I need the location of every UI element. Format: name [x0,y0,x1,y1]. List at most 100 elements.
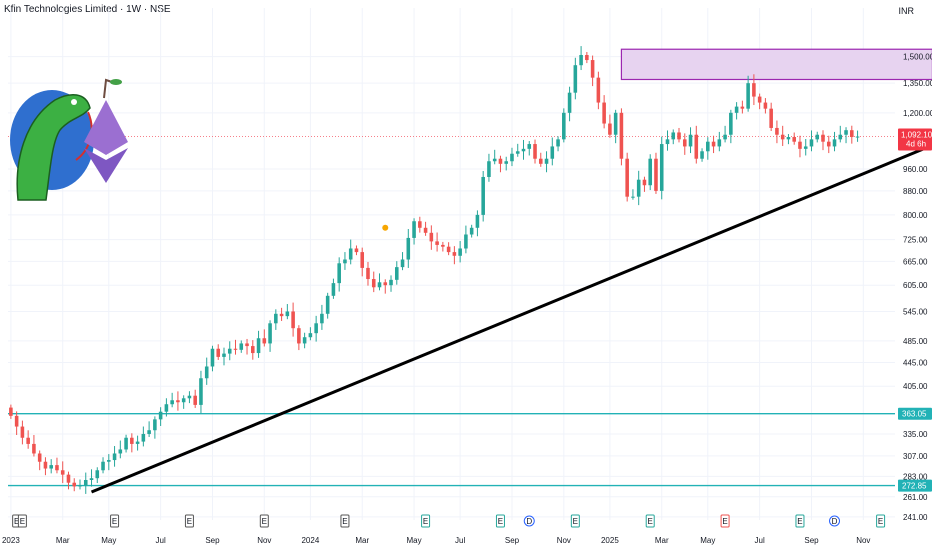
candle-down[interactable] [435,241,439,245]
candle-up[interactable] [89,478,94,480]
candle-up[interactable] [83,479,88,486]
candle-up[interactable] [285,311,290,317]
candle-up[interactable] [688,134,693,147]
candle-up[interactable] [78,485,82,487]
candle-down[interactable] [418,221,422,228]
candle-up[interactable] [227,348,232,354]
candle-up[interactable] [659,144,664,191]
candle-down[interactable] [383,282,388,286]
earnings-marker-icon[interactable] [720,514,730,528]
candle-up[interactable] [389,279,393,286]
candle-down[interactable] [792,137,796,142]
candle-down[interactable] [757,96,762,103]
trendline[interactable] [90,143,932,494]
candle-up[interactable] [717,139,722,147]
candle-down[interactable] [37,453,42,462]
candle-up[interactable] [579,54,583,66]
candle-up[interactable] [256,338,261,354]
candle-up[interactable] [815,134,820,140]
candle-down[interactable] [371,279,376,288]
candle-down[interactable] [625,158,629,197]
candle-up[interactable] [302,337,307,344]
candle-up[interactable] [809,139,814,147]
candle-down[interactable] [763,102,768,109]
candle-up[interactable] [112,453,117,461]
candle-up[interactable] [239,343,244,350]
candle-down[interactable] [60,470,65,475]
candle-down[interactable] [72,482,77,487]
candle-up[interactable] [844,130,848,135]
candle-up[interactable] [412,221,416,238]
candle-down[interactable] [26,437,30,444]
earnings-marker-icon[interactable] [645,514,655,528]
candle-down[interactable] [498,158,503,164]
candle-down[interactable] [775,127,779,135]
candle-down[interactable] [43,461,48,469]
candle-up[interactable] [613,112,618,135]
candle-up[interactable] [222,353,226,357]
candle-down[interactable] [711,141,716,147]
candle-up[interactable] [706,141,710,152]
earnings-marker-icon[interactable] [570,514,580,528]
candle-up[interactable] [803,146,808,149]
candle-up[interactable] [158,411,163,420]
candle-down[interactable] [251,346,255,354]
candle-down[interactable] [446,246,451,253]
earnings-marker-icon[interactable] [259,514,269,528]
candle-up[interactable] [101,461,105,471]
candle-up[interactable] [406,237,411,260]
candle-down[interactable] [176,400,180,403]
candle-up[interactable] [95,470,100,479]
candle-up[interactable] [556,139,560,147]
candle-up[interactable] [671,132,676,140]
candle-down[interactable] [245,343,249,347]
candle-down[interactable] [20,426,25,438]
earnings-marker-icon[interactable] [340,514,350,528]
candle-down[interactable] [533,144,537,159]
candle-up[interactable] [170,400,174,405]
candle-down[interactable] [66,474,71,483]
candle-up[interactable] [268,323,272,344]
candle-down[interactable] [291,311,295,329]
candle-down[interactable] [538,158,543,164]
candle-up[interactable] [107,460,111,462]
candle-up[interactable] [181,398,186,403]
candle-up[interactable] [210,348,215,367]
candle-down[interactable] [297,328,301,344]
candle-down[interactable] [360,252,365,268]
earnings-marker-icon[interactable] [495,514,505,528]
interval-label[interactable]: 1W [126,4,142,15]
candle-up[interactable] [734,106,739,113]
candle-up[interactable] [562,112,566,140]
candle-up[interactable] [832,139,837,147]
currency-label[interactable]: INR [898,6,915,16]
earnings-marker-icon[interactable] [795,514,805,528]
candle-down[interactable] [590,60,595,78]
candle-up[interactable] [648,158,652,186]
candle-up[interactable] [631,196,635,198]
candle-up[interactable] [308,333,313,338]
candle-up[interactable] [573,65,578,93]
candle-down[interactable] [585,54,589,61]
candle-down[interactable] [596,77,601,103]
candle-up[interactable] [544,158,549,164]
candle-down[interactable] [429,232,434,242]
candle-down[interactable] [14,415,19,427]
candle-up[interactable] [314,323,318,334]
earnings-marker-icon[interactable] [110,514,120,528]
dividend-dot[interactable] [382,224,389,231]
candle-up[interactable] [475,214,480,228]
candle-up[interactable] [320,313,324,324]
earnings-marker-icon[interactable] [184,514,194,528]
candle-up[interactable] [527,144,532,149]
resistance-zone[interactable] [620,48,932,81]
candle-down[interactable] [682,139,687,147]
candle-down[interactable] [9,407,13,416]
candle-up[interactable] [746,83,750,109]
candle-down[interactable] [826,141,831,147]
candle-up[interactable] [141,433,146,442]
candle-up[interactable] [700,151,704,159]
candle-up[interactable] [521,148,526,152]
candle-up[interactable] [504,161,509,164]
